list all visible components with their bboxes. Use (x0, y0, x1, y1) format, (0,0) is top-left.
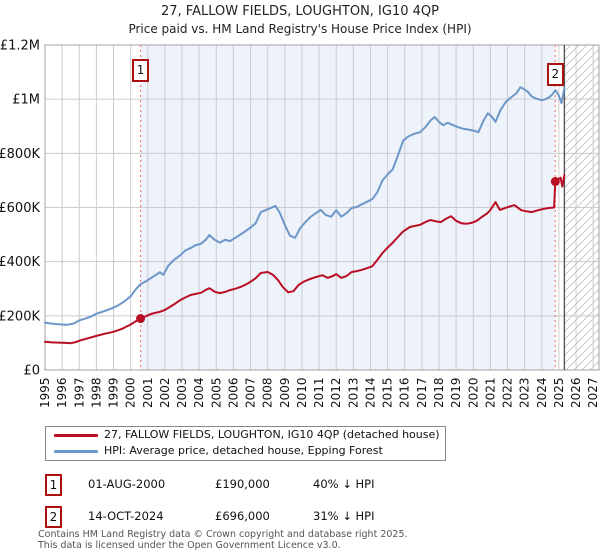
x-axis-label: 2023 (518, 377, 532, 408)
x-axis-label: 2006 (226, 377, 240, 408)
sale-2-point (550, 177, 560, 186)
x-axis-label: 2000 (124, 377, 138, 408)
price-line-swatch (54, 434, 98, 437)
x-axis-label: 1996 (55, 377, 69, 408)
y-axis-label: £200K (0, 309, 40, 324)
x-axis-label: 2025 (552, 377, 566, 408)
sale-1-vs-hpi: 40% ↓ HPI (313, 477, 375, 491)
x-axis-label: 2020 (466, 377, 480, 408)
x-axis-label: 2014 (363, 377, 377, 408)
sale-annotation-row-1: 1 01-AUG-2000 £190,000 40% ↓ HPI (0, 474, 600, 496)
x-axis-label: 1997 (72, 377, 86, 408)
price-line (44, 174, 566, 345)
x-axis-label: 2012 (329, 377, 343, 408)
x-axis-label: 2021 (483, 377, 497, 408)
sale-1-point (136, 314, 146, 324)
sale-marker-2: 2 (546, 63, 564, 86)
x-axis-label: 2022 (501, 377, 515, 408)
x-axis-label: 2003 (175, 377, 189, 408)
plot-frame (44, 44, 600, 371)
page-subtitle: Price paid vs. HM Land Registry's House … (128, 22, 472, 36)
sale-1-price: £190,000 (215, 477, 270, 491)
y-axis-label: £1M (12, 93, 40, 108)
x-axis-label: 1998 (89, 377, 103, 408)
x-axis-label: 2002 (158, 377, 172, 408)
x-axis-label: 1995 (38, 377, 52, 408)
sale-1-date: 01-AUG-2000 (88, 477, 166, 491)
x-axis-label: 2005 (209, 377, 223, 408)
y-axis-label: £800K (0, 147, 40, 162)
x-axis-label: 2010 (295, 377, 309, 408)
x-axis-label: 2013 (346, 377, 360, 408)
x-axis-label: 2027 (586, 377, 600, 408)
y-axis-label: £1.2M (0, 39, 40, 54)
x-axis-label: 2019 (449, 377, 463, 408)
x-axis-label: 2017 (415, 377, 429, 408)
footer-line-2: This data is licensed under the Open Gov… (38, 539, 341, 551)
legend-label-hpi: HPI: Average price, detached house, Eppi… (104, 444, 383, 457)
x-axis-label: 2007 (244, 377, 258, 408)
legend-item-hpi: HPI: Average price, detached house, Eppi… (46, 443, 445, 459)
legend-item-price: 27, FALLOW FIELDS, LOUGHTON, IG10 4QP (d… (46, 427, 445, 443)
legend-label-price: 27, FALLOW FIELDS, LOUGHTON, IG10 4QP (d… (104, 428, 440, 441)
license-footer: Contains HM Land Registry data © Crown c… (38, 529, 408, 551)
sale-2-marker-box: 2 (45, 506, 62, 528)
sale-2-price: £696,000 (215, 509, 270, 523)
sale-2-date: 14-OCT-2024 (88, 509, 164, 523)
y-axis-label: £0 (23, 364, 40, 379)
hpi-line (44, 86, 566, 326)
y-axis-label: £400K (0, 255, 40, 270)
hpi-line-swatch (54, 450, 98, 453)
chart-legend: 27, FALLOW FIELDS, LOUGHTON, IG10 4QP (d… (45, 426, 446, 461)
x-axis-label: 2015 (381, 377, 395, 408)
sale-marker-1: 1 (132, 59, 150, 82)
x-axis-label: 2018 (432, 377, 446, 408)
page-title: 27, FALLOW FIELDS, LOUGHTON, IG10 4QP (161, 4, 439, 19)
sale-annotation-row-2: 2 14-OCT-2024 £696,000 31% ↓ HPI (0, 506, 600, 528)
x-axis-label: 1999 (107, 377, 121, 408)
x-axis-label: 2001 (141, 377, 155, 408)
sale-2-vs-hpi: 31% ↓ HPI (313, 509, 375, 523)
y-axis-label: £600K (0, 201, 40, 216)
x-axis-label: 2004 (192, 377, 206, 408)
x-axis-label: 2009 (278, 377, 292, 408)
x-axis-label: 2016 (398, 377, 412, 408)
x-axis-label: 2024 (535, 377, 549, 408)
x-axis-label: 2008 (261, 377, 275, 408)
sale-1-marker-box: 1 (45, 474, 62, 496)
x-axis-label: 2011 (312, 377, 326, 408)
x-axis-label: 2026 (569, 377, 583, 408)
footer-line-1: Contains HM Land Registry data © Crown c… (38, 529, 408, 540)
